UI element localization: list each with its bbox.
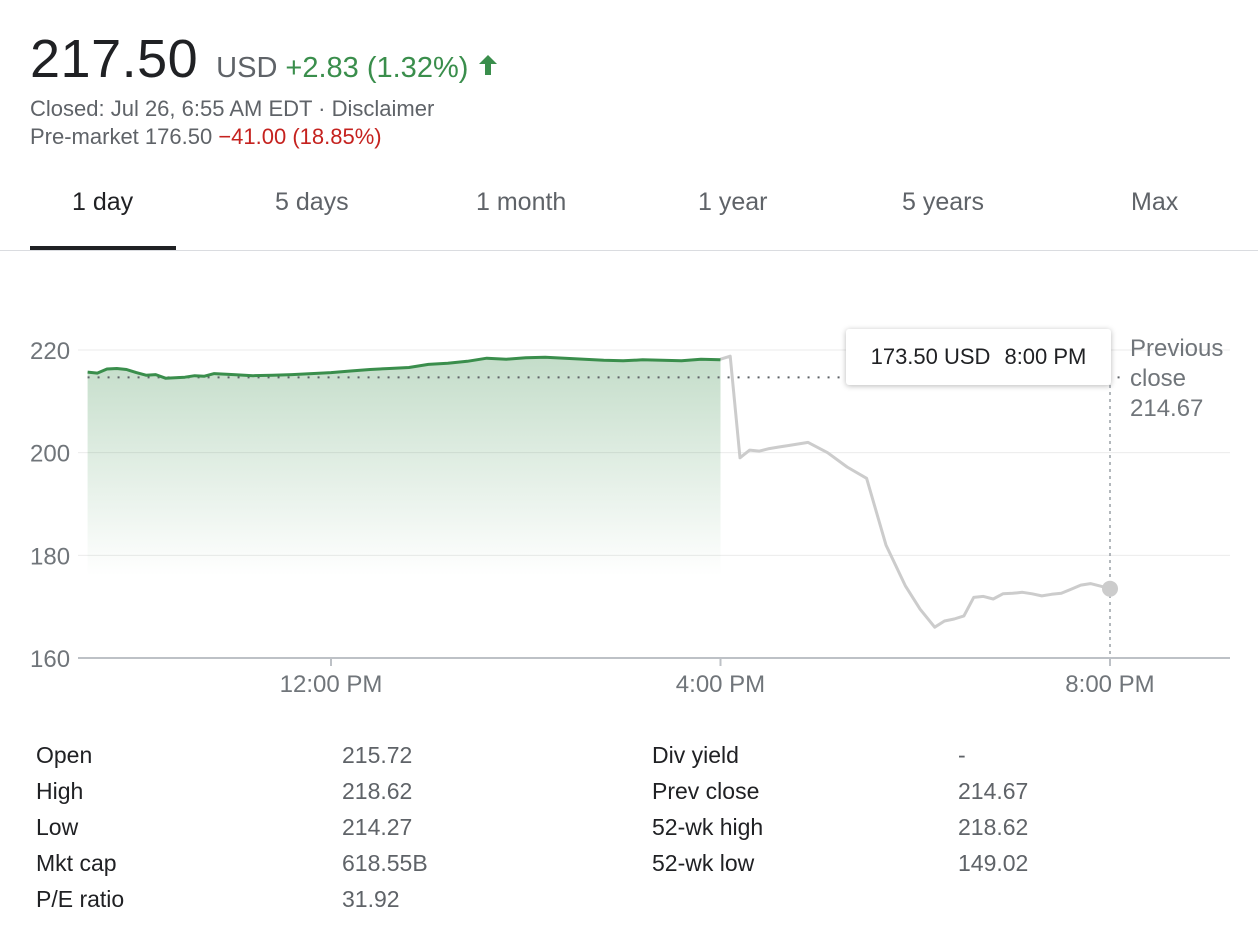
x-tick-label: 12:00 PM <box>280 671 383 698</box>
previous-close-label: Previous close 214.67 <box>1130 334 1223 424</box>
stat-open: Open 215.72 <box>36 742 412 769</box>
stat-value: 218.62 <box>958 814 1029 840</box>
stat-52wk-high: 52-wk high 218.62 <box>652 814 1028 841</box>
premarket-price: Pre-market 176.50 <box>30 124 213 149</box>
tab-max[interactable]: Max <box>1131 188 1179 216</box>
arrow-up-icon <box>479 55 498 75</box>
price-chart[interactable]: 220 200 180 160 12:00 PM 4:00 PM 8:00 PM <box>0 250 1258 710</box>
stat-mkt-cap: Mkt cap 618.55B <box>36 850 428 877</box>
closed-status: Closed: Jul 26, 6:55 AM EDT · Disclaimer <box>30 96 435 121</box>
stat-prev-close: Prev close 214.67 <box>652 778 1028 805</box>
stat-label: Open <box>36 742 93 768</box>
stat-label: Low <box>36 814 79 840</box>
stat-value: 215.72 <box>342 742 413 768</box>
y-tick-label: 220 <box>30 338 70 365</box>
stat-value: 31.92 <box>342 886 400 912</box>
tab-5-years[interactable]: 5 years <box>902 188 984 216</box>
tooltip-price: 173.50 USD <box>870 344 991 369</box>
x-axis-ticks: 12:00 PM 4:00 PM 8:00 PM <box>280 658 1155 698</box>
tab-1-day[interactable]: 1 day <box>72 188 134 216</box>
previous-close-label-line2: close <box>1130 365 1187 392</box>
quote-header: 217.50 USD +2.83 (1.32%) Closed: Jul 26,… <box>30 28 499 151</box>
y-tick-label: 160 <box>30 646 70 673</box>
current-price: 217.50 <box>30 29 199 89</box>
regular-session-area <box>87 357 721 576</box>
y-tick-label: 200 <box>30 441 70 468</box>
previous-close-label-line1: Previous <box>1130 335 1224 362</box>
stat-pe-ratio: P/E ratio 31.92 <box>36 886 400 913</box>
stat-label: Div yield <box>652 742 739 768</box>
tab-5-days[interactable]: 5 days <box>275 188 349 216</box>
stat-label: Prev close <box>652 778 760 804</box>
x-tick-label: 8:00 PM <box>1065 671 1154 698</box>
active-tab-indicator <box>30 246 176 250</box>
stat-div-yield: Div yield - <box>652 742 966 769</box>
stat-high: High 218.62 <box>36 778 412 805</box>
tab-1-month[interactable]: 1 month <box>476 188 567 216</box>
stat-value: 218.62 <box>342 778 413 804</box>
currency-label: USD <box>216 52 278 84</box>
stat-label: P/E ratio <box>36 886 125 912</box>
premarket-line: Pre-market 176.50 −41.00 (18.85%) <box>30 123 499 151</box>
regular-session-series-line <box>87 355 721 380</box>
tooltip-time: 8:00 PM <box>1004 344 1087 369</box>
hover-point <box>1102 580 1118 597</box>
previous-close-value: 214.67 <box>1130 395 1204 422</box>
price-change: +2.83 (1.32%) <box>285 52 469 84</box>
stat-value: 149.02 <box>958 850 1029 876</box>
stat-value: 214.27 <box>342 814 413 840</box>
stat-label: 52-wk low <box>652 850 755 876</box>
stat-value: - <box>958 742 966 768</box>
stat-value: 618.55B <box>342 850 428 876</box>
y-tick-label: 180 <box>30 543 70 570</box>
after-hours-series-line <box>720 354 1111 629</box>
price-tooltip: 173.50 USD 8:00 PM <box>846 329 1111 385</box>
stat-value: 214.67 <box>958 778 1029 804</box>
stat-label: Mkt cap <box>36 850 117 876</box>
x-tick-label: 4:00 PM <box>676 671 765 698</box>
y-axis-labels: 220 200 180 160 <box>30 338 70 673</box>
price-row: 217.50 USD +2.83 (1.32%) <box>30 28 499 90</box>
stat-label: 52-wk high <box>652 814 764 840</box>
tab-1-year[interactable]: 1 year <box>698 188 768 216</box>
stat-label: High <box>36 778 84 804</box>
stat-52wk-low: 52-wk low 149.02 <box>652 850 1028 877</box>
stat-low: Low 214.27 <box>36 814 412 841</box>
premarket-change: −41.00 (18.85%) <box>218 124 382 149</box>
range-tabs: 1 day 5 days 1 month 1 year 5 years Max <box>0 172 1258 251</box>
